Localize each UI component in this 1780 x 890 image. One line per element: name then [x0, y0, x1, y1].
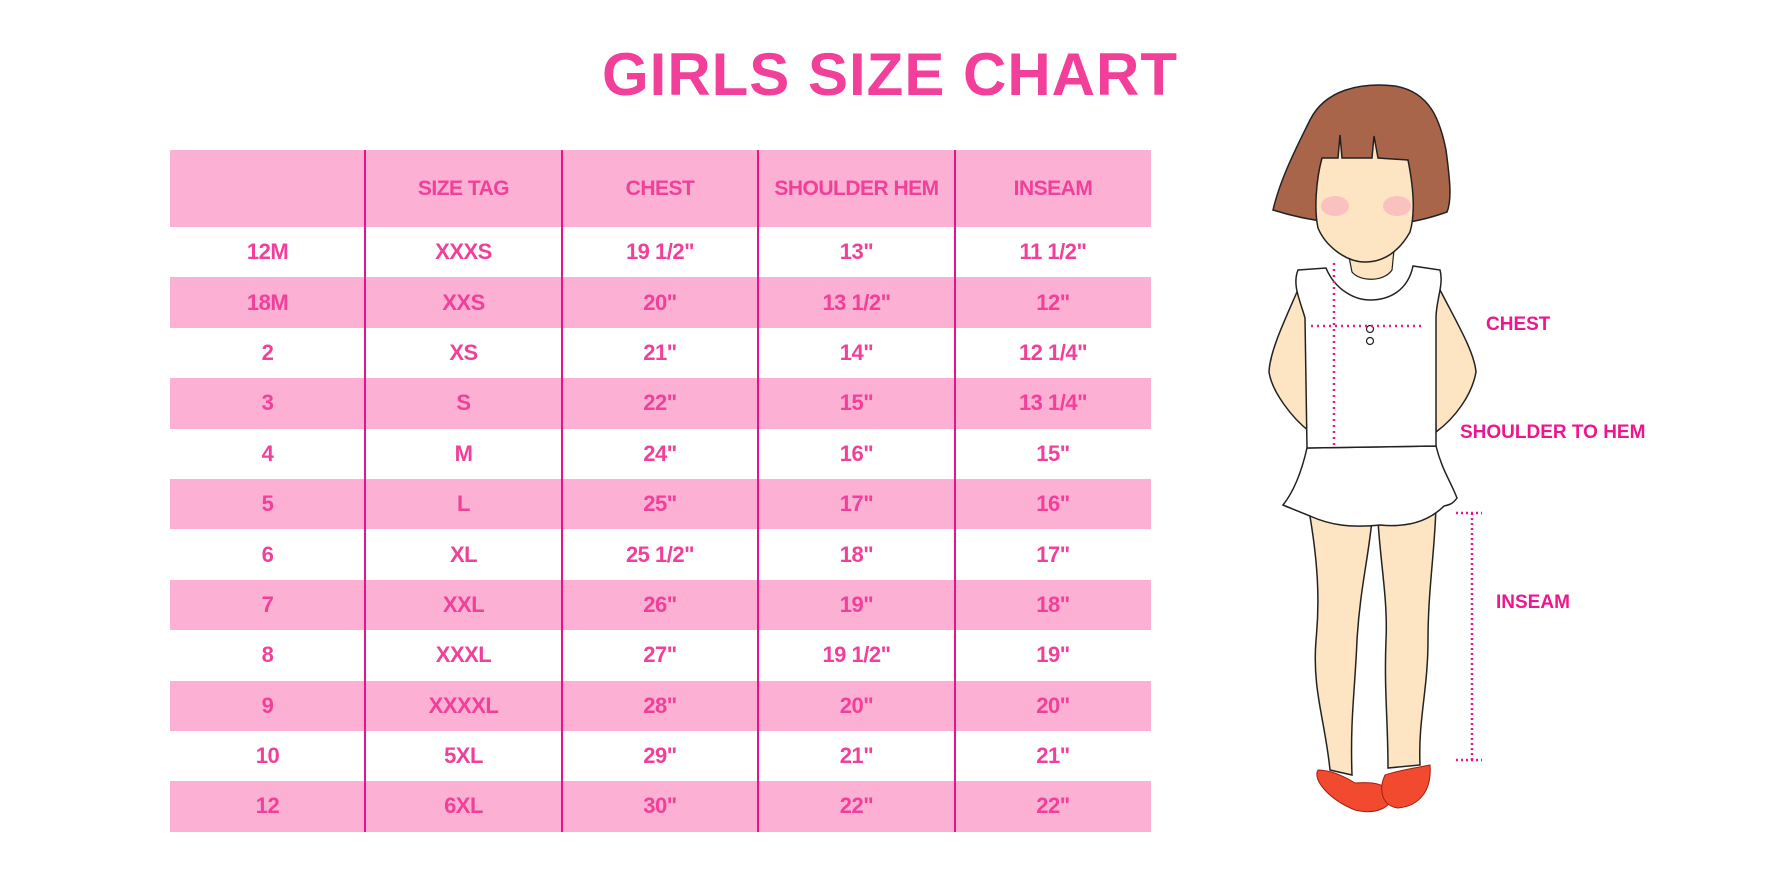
table-cell: 19": [1036, 642, 1070, 668]
table-cell: 15": [1036, 440, 1070, 466]
table-cell: 17": [1036, 541, 1070, 567]
table-cell: XL: [449, 541, 478, 567]
table-cell: 16": [1036, 491, 1070, 517]
table-cell: 4: [261, 440, 274, 466]
table-cell: 13": [839, 239, 874, 265]
table-row: 10 5XL 29" 21" 21": [170, 731, 1151, 781]
column-divider: [561, 150, 563, 832]
table-row: 12 6XL 30" 22" 22": [170, 781, 1151, 832]
right-leg: [1377, 504, 1437, 769]
table-row: 9 XXXXL 28" 20" 20": [170, 680, 1151, 731]
page-title: GIRLS SIZE CHART: [601, 41, 1178, 108]
table-cell: 12 1/4": [1018, 339, 1088, 365]
table-cell: 10: [255, 743, 280, 769]
table-cell: XXS: [442, 289, 485, 315]
table-cell: XXXL: [435, 642, 492, 668]
table-cell: 27": [643, 642, 677, 668]
table-cell: 20": [839, 692, 874, 718]
table-cell: M: [454, 440, 473, 466]
table-cell: 24": [643, 440, 677, 466]
table-row: 12M XXXS 19 1/2" 13" 11 1/2": [170, 227, 1151, 277]
table-cell: 7: [261, 591, 274, 617]
table-cell: 25": [643, 491, 677, 517]
table-cell: 13 1/4": [1018, 390, 1088, 416]
table-row: 4 M 24" 16" 15": [170, 429, 1151, 479]
left-arm: [1268, 282, 1313, 434]
table-cell: 3: [261, 390, 274, 416]
left-shoe: [1316, 769, 1393, 813]
table-cell: 22": [1036, 793, 1070, 819]
table-cell: 12": [1036, 289, 1070, 315]
header-cell: SHOULDER HEM: [774, 176, 939, 200]
table-cell: 2: [261, 339, 274, 365]
table-cell: 25 1/2": [625, 541, 695, 567]
table-row: 7 XXL 26" 19" 18": [170, 579, 1151, 631]
table-cell: 28": [643, 692, 677, 718]
table-cell: 5XL: [444, 743, 483, 769]
table-cell: 26": [643, 591, 677, 617]
table-cell: 14": [839, 339, 874, 365]
table-cell: 18": [839, 541, 874, 567]
chest-label: CHEST: [1486, 314, 1551, 335]
table-row: 3 S 22" 15" 13 1/4": [170, 378, 1151, 429]
table-cell: XS: [449, 339, 478, 365]
table-cell: 5: [261, 491, 274, 517]
table-cell: 13 1/2": [822, 289, 891, 315]
table-cell: 19 1/2": [625, 239, 695, 265]
table-cell: 15": [839, 390, 874, 416]
table-cell: 21": [1036, 743, 1070, 769]
face: [1315, 134, 1414, 263]
table-cell: 12M: [246, 239, 289, 265]
size-chart-table: SIZE TAG CHEST SHOULDER HEM INSEAM 12M XX…: [170, 150, 1151, 832]
table-cell: 6: [261, 541, 274, 567]
column-divider: [364, 150, 366, 832]
column-divider: [757, 150, 759, 832]
header-cell: INSEAM: [1013, 176, 1093, 200]
table-row: 2 XS 21" 14" 12 1/4": [170, 328, 1151, 378]
table-cell: 18": [1036, 591, 1070, 617]
table-cell: 17": [839, 491, 874, 517]
table-cell: 19": [839, 591, 874, 617]
table-cell: 9: [261, 692, 274, 718]
table-cell: 30": [643, 793, 677, 819]
table-cell: L: [457, 491, 470, 517]
table-cell: 22": [839, 793, 874, 819]
shirt: [1295, 265, 1442, 449]
shoulder-to-hem-label: SHOULDER TO HEM: [1460, 422, 1646, 443]
skirt: [1281, 445, 1458, 527]
table-cell: 22": [643, 390, 677, 416]
column-divider: [954, 150, 956, 832]
table-cell: 19 1/2": [822, 642, 891, 668]
table-cell: XXXXL: [428, 692, 499, 718]
table-cell: S: [456, 390, 471, 416]
table-cell: 12: [255, 793, 280, 819]
table-cell: 21": [643, 339, 677, 365]
inseam-label: INSEAM: [1496, 592, 1570, 613]
table-header-row: SIZE TAG CHEST SHOULDER HEM INSEAM: [170, 150, 1151, 227]
table-cell: 21": [839, 743, 874, 769]
table-cell: 18M: [246, 289, 289, 315]
table-row: 6 XL 25 1/2" 18" 17": [170, 529, 1151, 579]
table-cell: 16": [839, 440, 874, 466]
left-leg: [1307, 504, 1373, 776]
table-cell: 6XL: [444, 793, 483, 819]
table-cell: XXXS: [435, 239, 492, 265]
header-cell: SIZE TAG: [417, 176, 510, 200]
right-shoe: [1381, 764, 1431, 809]
right-arm: [1433, 279, 1477, 434]
header-cell: CHEST: [625, 176, 695, 200]
table-cell: 29": [643, 743, 677, 769]
table-cell: 20": [643, 289, 677, 315]
table-row: 8 XXXL 27" 19 1/2" 19": [170, 630, 1151, 680]
table-cell: 11 1/2": [1019, 239, 1087, 265]
table-row: 5 L 25" 17" 16": [170, 478, 1151, 530]
table-row: 18M XXS 20" 13 1/2" 12": [170, 277, 1151, 328]
table-cell: 20": [1036, 692, 1070, 718]
table-cell: XXL: [442, 591, 485, 617]
button-icon: [1365, 336, 1375, 346]
table-cell: 8: [261, 642, 274, 668]
